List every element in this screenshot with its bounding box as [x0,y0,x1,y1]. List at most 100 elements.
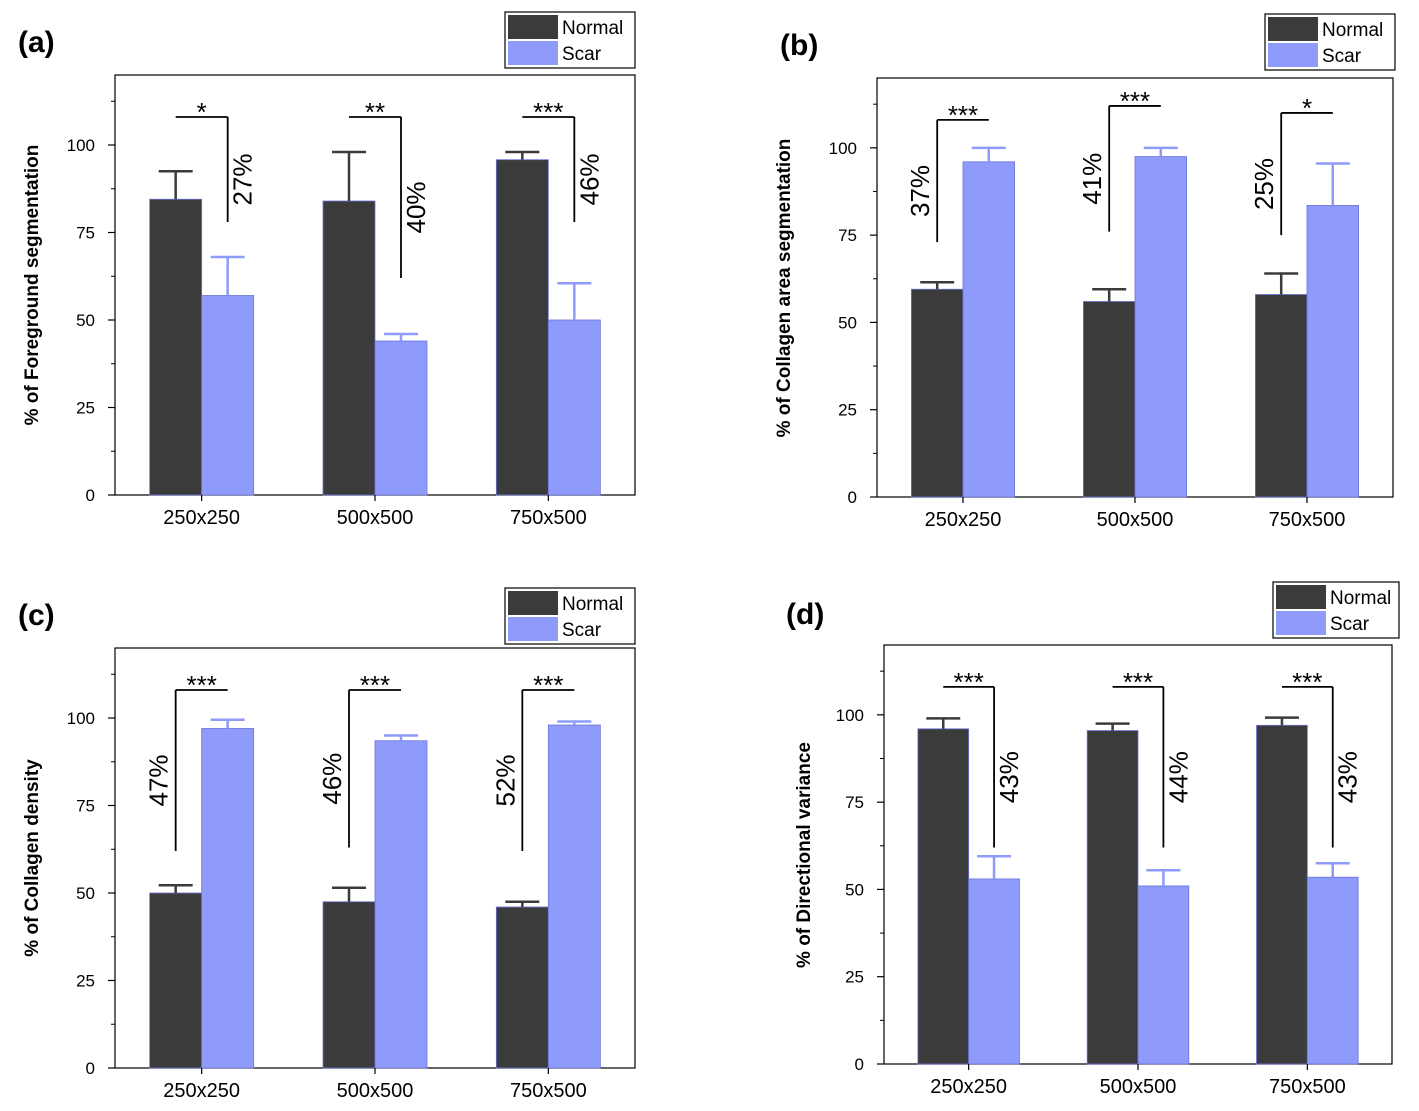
x-tick-label: 750x500 [1269,1076,1346,1098]
x-tick-label: 500x500 [1097,509,1174,531]
y-tick-label: 100 [836,706,864,725]
panel-label: (d) [786,598,824,631]
y-tick-label: 0 [848,488,857,507]
significance-stars: *** [533,97,563,127]
bar-scar [374,340,428,496]
legend-swatch-scar [508,617,558,641]
y-tick-label: 0 [86,486,95,505]
bar-scar [968,878,1020,1065]
significance-stars: *** [1292,667,1322,697]
legend-label-scar: Scar [562,44,602,65]
significance-stars: * [1302,93,1312,123]
significance-stars: *** [953,667,983,697]
legend-swatch-normal [508,591,558,615]
percent-change-label: 44% [1163,751,1193,803]
panel-label: (c) [18,599,55,632]
x-tick-label: 500x500 [337,507,414,529]
y-tick-label: 50 [76,884,95,903]
bar-scar [547,724,601,1069]
x-tick-label: 750x500 [510,507,587,529]
bar-normal [917,728,970,1065]
legend-swatch-normal [1268,17,1318,41]
bar-normal [149,892,203,1069]
bar-normal [495,159,549,496]
significance-stars: *** [1123,667,1153,697]
bar-normal [322,901,376,1069]
percent-change-label: 46% [574,153,604,205]
bar-normal [322,200,376,496]
legend: Normal Scar [504,11,636,69]
y-tick-label: 75 [76,224,95,243]
percent-change-label: 41% [1077,153,1107,205]
significance-stars: * [197,97,207,127]
bar-normal [1255,294,1308,498]
bar-scar [547,319,601,496]
bar-scar [1134,156,1187,498]
percent-change-label: 46% [317,753,347,805]
legend-swatch-scar [1268,43,1318,67]
y-tick-label: 75 [76,797,95,816]
bar-normal [1083,301,1136,498]
y-tick-label: 100 [829,139,857,158]
x-tick-label: 250x250 [163,1080,240,1102]
significance-stars: *** [1120,86,1150,116]
legend-label-scar: Scar [562,620,602,641]
chart-panel-1: (a) % of Foreground segmentation 0 25 50 75 10… [18,11,636,529]
percent-change-label: 40% [401,181,431,233]
legend: Normal Scar [504,587,636,645]
y-tick-label: 25 [838,401,857,420]
legend-swatch-normal [508,15,558,39]
significance-stars: *** [948,100,978,130]
y-tick-label: 75 [845,793,864,812]
y-tick-label: 75 [838,226,857,245]
percent-change-label: 43% [1333,751,1363,803]
bar-normal [149,198,203,496]
y-axis-title: % of Directional variance [794,742,815,968]
legend-label-normal: Normal [562,594,623,615]
bar-normal [1256,724,1308,1065]
y-tick-label: 25 [76,399,95,418]
chart-panel-2: (b) % of Collagen area segmentation 0 25 50 7… [774,13,1396,531]
bar-scar [201,728,255,1069]
bar-scar [962,161,1015,498]
x-tick-label: 250x250 [925,509,1002,531]
significance-stars: *** [186,670,216,700]
panel-label: (a) [18,26,55,59]
bar-scar [1306,205,1359,498]
significance-stars: *** [533,670,563,700]
x-tick-label: 500x500 [337,1080,414,1102]
x-tick-label: 250x250 [163,507,240,529]
legend-swatch-scar [1276,611,1326,635]
chart-panel-4: (d) % of Directional variance 0 25 50 75 100 25… [786,581,1400,1098]
percent-change-label: 43% [994,751,1024,803]
percent-change-label: 27% [228,153,258,205]
y-tick-label: 100 [67,136,95,155]
significance-stars: *** [360,670,390,700]
legend-swatch-normal [1276,585,1326,609]
legend: Normal Scar [1272,581,1400,639]
x-tick-label: 750x500 [510,1080,587,1102]
y-tick-label: 50 [838,313,857,332]
bar-scar [374,740,428,1069]
legend: Normal Scar [1264,13,1396,71]
bar-scar [1137,885,1190,1065]
bar-scar [1306,876,1359,1065]
legend-label-normal: Normal [1322,20,1383,41]
y-axis-title: % of Collagen density [22,759,43,957]
bar-normal [911,288,964,498]
y-tick-label: 50 [76,311,95,330]
percent-change-label: 52% [490,754,520,806]
panel-label: (b) [780,29,818,62]
y-tick-label: 50 [845,880,864,899]
bar-scar [201,295,255,496]
significance-stars: ** [365,97,385,127]
y-tick-label: 25 [845,968,864,987]
y-tick-label: 100 [67,709,95,728]
x-tick-label: 250x250 [930,1076,1007,1098]
legend-swatch-scar [508,41,558,65]
legend-label-scar: Scar [1322,46,1362,67]
bar-normal [495,906,549,1069]
y-tick-label: 25 [76,972,95,991]
percent-change-label: 25% [1249,158,1279,210]
